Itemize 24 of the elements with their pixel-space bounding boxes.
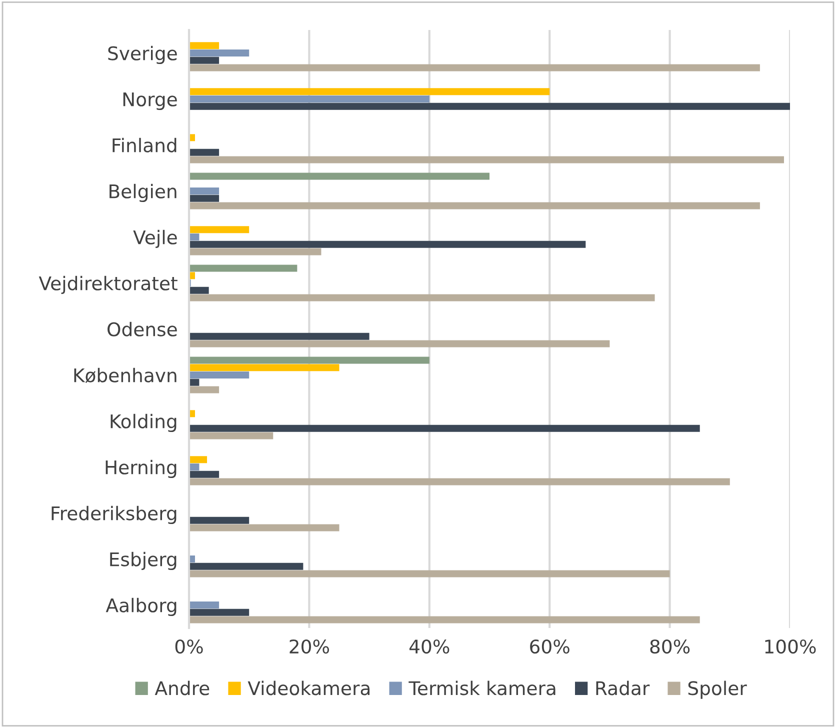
y-tick-label: Vejdirektoratet: [38, 276, 178, 294]
legend-label: Videokamera: [248, 680, 370, 696]
y-tick-label: Belgien: [110, 184, 176, 202]
x-tick-label: 60%: [530, 639, 570, 654]
x-tick-label: 0%: [175, 639, 203, 654]
y-tick-label: Herning: [106, 460, 176, 478]
legend-label: Radar: [596, 680, 650, 696]
y-tick-label: København: [74, 368, 176, 383]
y-tick-label: Sverige: [108, 46, 177, 64]
x-tick-label: 20%: [290, 639, 330, 654]
legend-label: Spoler: [688, 680, 747, 699]
legend-label: Termisk kamera: [408, 680, 556, 696]
y-tick-label: Finland: [112, 138, 176, 152]
y-tick-label: Odense: [108, 322, 177, 336]
x-tick-label: 100%: [765, 639, 816, 654]
y-tick-label: Vejle: [133, 230, 177, 248]
x-tick-label: 80%: [650, 639, 690, 654]
legend-label: Andre: [154, 680, 210, 696]
y-tick-label: Esbjerg: [110, 552, 176, 570]
y-tick-label: Kolding: [110, 414, 176, 432]
x-tick-label: 40%: [409, 639, 450, 654]
y-tick-label: Norge: [123, 92, 177, 110]
y-tick-label: Frederiksberg: [52, 506, 176, 524]
y-tick-label: Aalborg: [106, 598, 176, 616]
